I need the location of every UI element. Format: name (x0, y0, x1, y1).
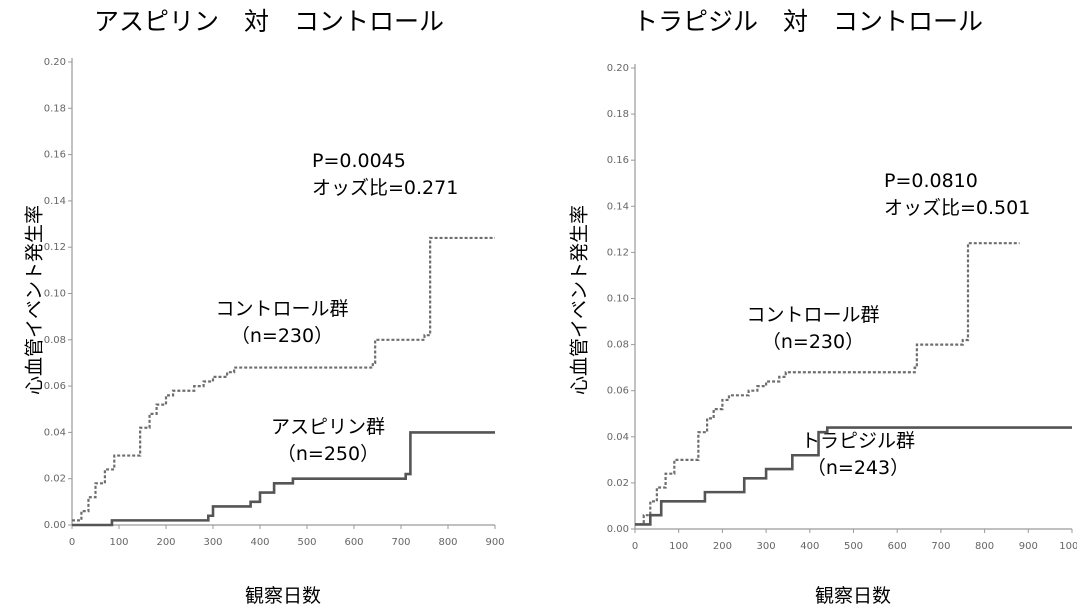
y-tick-label: 0.14 (44, 196, 66, 207)
x-axis-label: 観察日数 (814, 585, 892, 607)
x-tick-label: 800 (975, 541, 994, 552)
series-label-aspirin: アスピリン群 （n=250） (271, 414, 385, 468)
y-tick-label: 0.00 (44, 520, 66, 531)
series-label-line: アスピリン群 (270, 416, 386, 438)
x-tick-label: 600 (888, 541, 907, 552)
x-tick-label: 700 (931, 541, 950, 552)
x-tick-label: 800 (438, 537, 457, 548)
y-tick-label: 0.12 (44, 242, 66, 253)
series-line-treatment (72, 431, 495, 527)
x-tick-label: 0 (632, 541, 638, 552)
x-tick-label: 400 (250, 537, 269, 548)
series-label-control: コントロール群 （n=230） (215, 296, 348, 350)
x-axis-label: 観察日数 (244, 585, 322, 607)
plot-area: 0.00 0.02 0.04 0.06 0.08 0.10 0.12 0.14 0.16 0.18… (607, 63, 1077, 552)
y-tick-label: 0.06 (44, 381, 66, 392)
odds-ratio-text: オッズ比=0.501 (884, 197, 1031, 219)
x-tick-label: 600 (344, 537, 363, 548)
y-tick-label: 0.02 (44, 474, 66, 485)
x-tick-label: 500 (297, 537, 316, 548)
y-tick-label: 0.10 (44, 289, 66, 300)
x-tick-label: 100 (669, 541, 688, 552)
y-tick-label: 0.18 (44, 103, 66, 114)
series-label-line: コントロール群 (215, 298, 349, 320)
x-tick-label: 200 (156, 537, 175, 548)
odds-ratio-text: オッズ比=0.271 (312, 177, 459, 199)
x-tick-label: 300 (757, 541, 776, 552)
y-tick-label: 0.14 (607, 201, 629, 212)
chart-title: トラピジル 対 コントロール (632, 7, 983, 36)
x-tick-label: 900 (1019, 541, 1038, 552)
y-tick-label: 0.02 (607, 478, 629, 489)
series-label-trapidil: トラピジル群 （n=243） (801, 428, 915, 482)
series-line-control (635, 242, 1020, 526)
p-value-text: P=0.0045 (312, 150, 406, 172)
y-tick-label: 0.04 (44, 427, 66, 438)
x-tick-label: 400 (800, 541, 819, 552)
y-tick-label: 0.00 (607, 524, 629, 535)
series-line-control (72, 236, 495, 522)
chart-panel-trapidil: トラピジル 対 コントロール 心血管イベント発生率 観察日数 P=0.0810 … (539, 0, 1077, 611)
y-tick-label: 0.16 (44, 150, 66, 161)
series-label-line: トラピジル群 (800, 430, 916, 452)
plot-area: 0.00 0.02 0.04 0.06 0.08 0.10 0.12 0.14 0.16 0.18… (44, 57, 505, 548)
chart-title: アスピリン 対 コントロール (93, 7, 444, 36)
stat-annotation: P=0.0810 オッズ比=0.501 (884, 168, 1030, 222)
y-tick-label: 0.08 (44, 335, 66, 346)
y-tick-label: 0.12 (607, 247, 629, 258)
x-tick-label: 900 (485, 537, 504, 548)
stat-annotation: P=0.0045 オッズ比=0.271 (312, 148, 458, 202)
y-tick-label: 0.16 (607, 155, 629, 166)
x-tick-label: 700 (391, 537, 410, 548)
chart-panel-aspirin: アスピリン 対 コントロール 心血管イベント発生率 観察日数 P=0.0045 … (0, 0, 538, 611)
series-line-treatment (635, 426, 1072, 526)
y-tick-label: 0.10 (607, 294, 629, 305)
series-label-line: コントロール群 (746, 304, 880, 326)
y-tick-label: 0.08 (607, 340, 629, 351)
y-tick-label: 0.06 (607, 386, 629, 397)
y-tick-label: 0.20 (607, 63, 629, 74)
x-tick-label: 1000 (1059, 541, 1077, 552)
x-tick-label: 100 (109, 537, 128, 548)
y-tick-label: 0.04 (607, 432, 629, 443)
x-tick-label: 500 (844, 541, 863, 552)
x-tick-label: 300 (203, 537, 222, 548)
series-label-line: （n=230） (761, 331, 865, 353)
x-tick-label: 0 (69, 537, 75, 548)
y-tick-label: 0.18 (607, 109, 629, 120)
series-label-line: （n=243） (806, 457, 910, 479)
series-label-line: （n=230） (230, 325, 334, 347)
series-label-control: コントロール群 （n=230） (746, 302, 879, 356)
p-value-text: P=0.0810 (884, 170, 978, 192)
x-tick-label: 200 (713, 541, 732, 552)
y-tick-label: 0.20 (44, 57, 66, 68)
series-label-line: （n=250） (276, 443, 380, 465)
